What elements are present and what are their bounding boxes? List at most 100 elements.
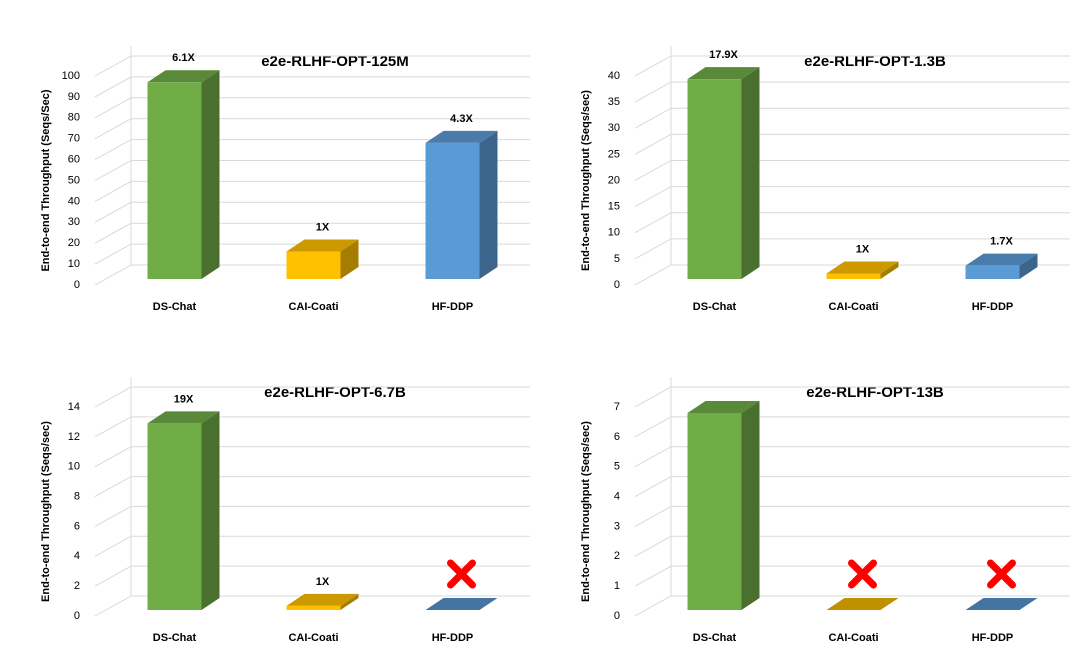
chart-title: e2e-RLHF-OPT-1.3B: [804, 53, 946, 70]
y-tick-label: 5: [614, 253, 620, 265]
y-tick-label: 70: [68, 133, 80, 145]
grid-line: [94, 160, 530, 181]
y-tick-label: 3: [614, 520, 620, 532]
y-tick-label: 12: [68, 431, 80, 443]
grid-line: [94, 386, 530, 408]
y-tick-label: 8: [74, 490, 80, 502]
bar-side: [741, 400, 760, 610]
y-tick-label: 40: [68, 195, 80, 207]
bar: [965, 265, 1020, 279]
grid-line: [94, 446, 530, 468]
y-axis-label: End-to-end Throughput (Seqs/sec): [580, 421, 592, 602]
chart-panel: e2e-RLHF-OPT-125M End-to-end Throughput (…: [40, 46, 530, 313]
x-tick-label: CAI-Coati: [288, 632, 338, 644]
y-tick-label: 7: [614, 401, 620, 413]
y-tick-label: 100: [62, 70, 80, 82]
chart-title: e2e-RLHF-OPT-13B: [806, 384, 944, 401]
y-tick-label: 6: [614, 431, 620, 443]
x-tick-label: DS-Chat: [693, 632, 737, 644]
grid-line: [94, 222, 530, 244]
grid-line: [634, 81, 1070, 103]
oom-cross: [848, 559, 877, 589]
bar-top: [826, 261, 899, 274]
x-tick-label: HF-DDP: [432, 632, 474, 644]
grid-line: [94, 55, 530, 77]
y-tick-label: 80: [68, 112, 80, 124]
grid-line: [634, 264, 1070, 286]
grid-line: [634, 595, 1070, 617]
y-tick-label: 1: [614, 580, 620, 592]
grid-line: [634, 212, 1070, 234]
grid-line: [634, 446, 1070, 468]
grid-line: [94, 76, 530, 98]
y-tick-label: 50: [68, 174, 80, 186]
x-tick-label: DS-Chat: [693, 301, 737, 313]
bar: [286, 605, 341, 610]
bar: [286, 251, 341, 279]
bar-annotation: 19X: [174, 393, 194, 405]
y-tick-label: 4: [614, 490, 620, 502]
grid-line: [94, 505, 530, 527]
grid-line: [94, 139, 530, 161]
bar-side: [340, 239, 359, 279]
bar: [687, 79, 742, 279]
y-tick-label: 25: [608, 148, 620, 160]
x-tick-label: CAI-Coati: [828, 632, 878, 644]
bar-annotation: 6.1X: [172, 52, 195, 64]
y-tick-label: 0: [614, 610, 620, 622]
grid-line: [94, 416, 530, 438]
grid-line: [634, 505, 1070, 527]
bar-side: [741, 67, 760, 279]
x-tick-label: HF-DDP: [972, 301, 1014, 313]
grid-line: [634, 55, 1070, 77]
y-axis-label: End-to-end Throughput (Seqs/sec): [40, 421, 52, 602]
y-tick-label: 90: [68, 91, 80, 103]
y-tick-label: 4: [74, 550, 80, 562]
y-tick-label: 35: [608, 96, 620, 108]
grid-line: [94, 243, 530, 265]
grid-line: [634, 160, 1070, 181]
chart-title: e2e-RLHF-OPT-125M: [261, 53, 409, 70]
y-tick-label: 2: [614, 550, 620, 562]
y-tick-label: 0: [614, 279, 620, 291]
grid-line: [634, 238, 1070, 260]
grid-line: [94, 180, 530, 202]
bar-side: [201, 411, 220, 610]
grid-line: [634, 186, 1070, 208]
chart-title: e2e-RLHF-OPT-6.7B: [264, 384, 406, 401]
bar-top: [147, 411, 220, 424]
bar-annotation: 17.9X: [709, 49, 738, 61]
bar-top: [687, 67, 760, 80]
bar-top: [965, 253, 1038, 266]
bar-top: [147, 70, 220, 83]
y-tick-label: 20: [68, 237, 80, 249]
y-axis-label: End-to-end Throughput (Seqs/Sec): [40, 89, 52, 271]
bar: [147, 82, 202, 280]
x-tick-label: HF-DDP: [972, 632, 1014, 644]
x-tick-label: HF-DDP: [432, 301, 474, 313]
y-tick-label: 10: [68, 461, 80, 473]
bar-annotation: 1.7X: [990, 236, 1013, 248]
y-tick-label: 30: [608, 122, 620, 134]
y-tick-label: 60: [68, 154, 80, 166]
bar-top: [286, 239, 359, 252]
bar-side: [880, 261, 899, 279]
chart-panel: e2e-RLHF-OPT-1.3B End-to-end Throughput (…: [580, 46, 1070, 313]
y-tick-label: 10: [68, 258, 80, 270]
grid-line: [634, 107, 1070, 129]
x-tick-label: DS-Chat: [153, 301, 197, 313]
x-tick-label: CAI-Coati: [288, 301, 338, 313]
grid-line: [634, 476, 1070, 498]
bar-top: [687, 400, 760, 413]
y-tick-label: 0: [74, 279, 80, 291]
grid-line: [634, 565, 1070, 587]
bar-side: [479, 130, 498, 279]
grid-line: [94, 565, 530, 587]
grid-line: [634, 386, 1070, 408]
bar-annotation: 1X: [316, 576, 330, 588]
empty-base: [826, 598, 899, 610]
bar-annotation: 1X: [316, 221, 330, 233]
y-tick-label: 5: [614, 461, 620, 473]
y-tick-label: 20: [608, 174, 620, 186]
y-tick-label: 30: [68, 216, 80, 228]
